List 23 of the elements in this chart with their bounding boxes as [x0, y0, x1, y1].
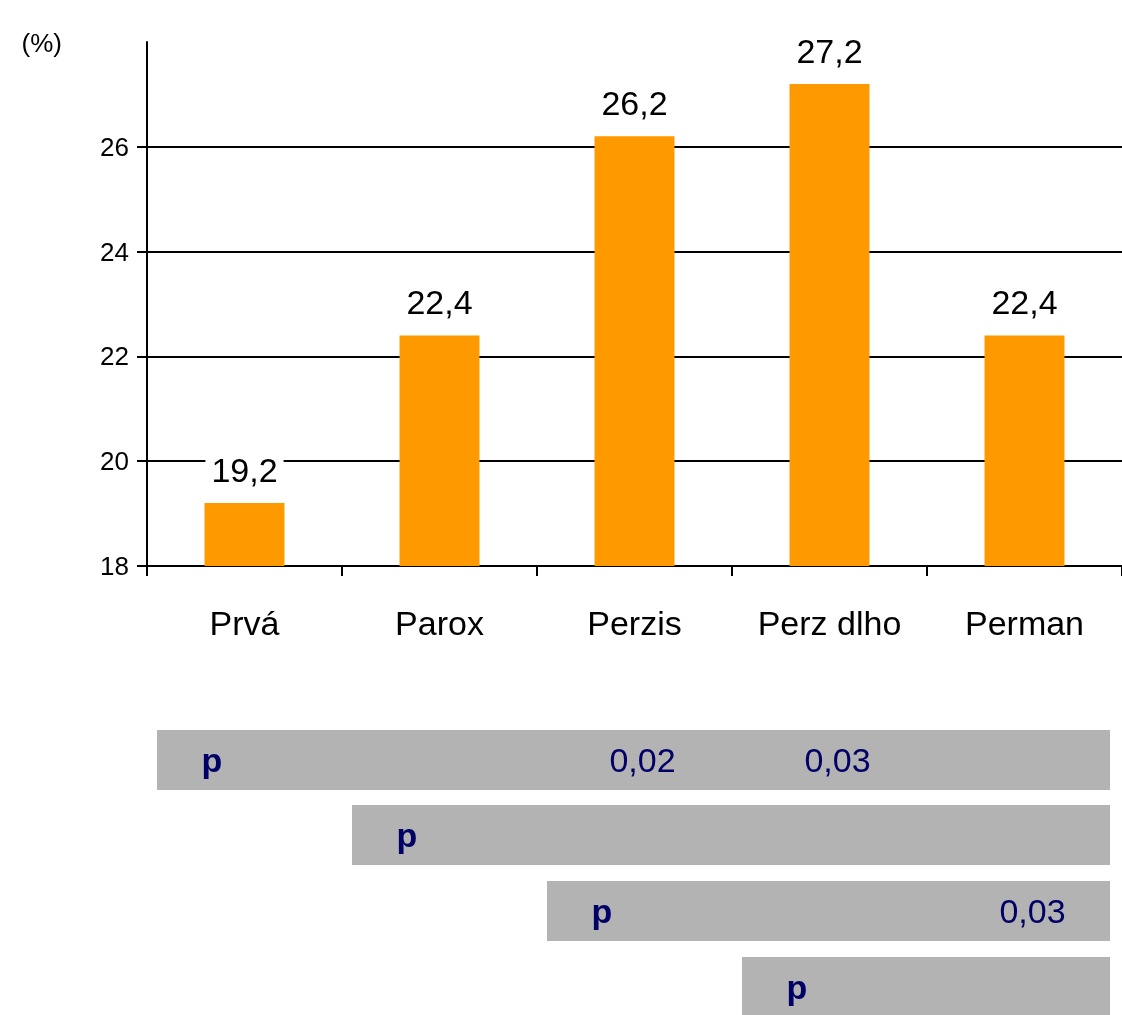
data-label: 22,4	[991, 283, 1058, 322]
text: 0,03	[804, 741, 871, 779]
y-tick-label: 20	[100, 446, 129, 477]
x-tick-label: Perz dlho	[757, 604, 902, 642]
data-label: 26,2	[601, 84, 668, 123]
y-axis-title: (%)	[21, 28, 62, 58]
text: 0,02	[609, 741, 676, 779]
x-tick-label: Perzis	[587, 604, 682, 642]
y-tick-label: 22	[100, 341, 129, 372]
y-tick-label: 18	[100, 551, 129, 581]
y-tick-label: 24	[100, 236, 129, 267]
text: p	[201, 741, 223, 779]
text: p	[591, 892, 613, 930]
text: p	[786, 968, 808, 1006]
x-tick-label: Perman	[964, 604, 1085, 642]
x-tick-label: Parox	[395, 604, 484, 642]
data-label: 22,4	[406, 283, 473, 322]
x-tick-label: Prvá	[209, 604, 280, 642]
text: p	[396, 816, 418, 854]
data-label: 27,2	[796, 31, 863, 70]
text: 0,03	[999, 892, 1066, 930]
y-tick-label: 26	[100, 131, 129, 162]
data-label: 19,2	[211, 451, 278, 490]
